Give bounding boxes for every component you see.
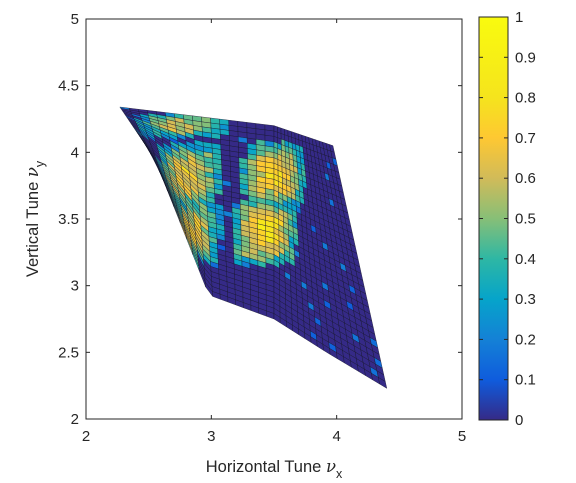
x-tick-label: 2 bbox=[82, 428, 90, 445]
y-tick-label: 2 bbox=[71, 411, 79, 428]
x-axis-label-text: Horizontal Tune bbox=[206, 458, 322, 476]
y-axis-label-text: Vertical Tune bbox=[24, 182, 42, 277]
x-tick-label: 5 bbox=[458, 428, 466, 445]
surface-cell bbox=[378, 376, 388, 389]
y-ticks: 2 2.5 3 3.5 4 4.5 5 bbox=[58, 11, 462, 428]
colorbar: 0 0.1 0.2 0.3 0.4 0.5 0.6 0.7 0.8 0.9 1 bbox=[478, 9, 536, 429]
x-axis-label-symbol: ν bbox=[326, 457, 336, 476]
colorbar-tick-label: 0.4 bbox=[515, 251, 536, 268]
y-axis-label-symbol: ν bbox=[23, 167, 42, 177]
colorbar-tick-label: 0.1 bbox=[515, 372, 536, 389]
colorbar-tick-label: 0 bbox=[515, 412, 523, 429]
x-axis-label: Horizontal Tune νx bbox=[206, 457, 343, 481]
colorbar-tick-label: 0.7 bbox=[515, 130, 536, 147]
y-tick-label: 5 bbox=[71, 11, 79, 28]
colorbar-tick-label: 0.6 bbox=[515, 170, 536, 187]
y-tick-label: 4.5 bbox=[58, 78, 79, 95]
colorbar-tick-label: 0.3 bbox=[515, 291, 536, 308]
y-tick-label: 2.5 bbox=[58, 344, 79, 361]
colorbar-tick-label: 0.2 bbox=[515, 331, 536, 348]
y-tick-label: 3.5 bbox=[58, 211, 79, 228]
colorbar-tick-label: 0.8 bbox=[515, 90, 536, 107]
y-tick-label: 3 bbox=[71, 278, 79, 295]
x-tick-label: 3 bbox=[207, 428, 215, 445]
colorbar-tick-label: 0.9 bbox=[515, 49, 536, 66]
y-axis-label-subscript: y bbox=[33, 160, 47, 167]
colorbar-gradient bbox=[479, 17, 508, 420]
x-tick-label: 4 bbox=[332, 428, 340, 445]
x-axis-label-subscript: x bbox=[336, 467, 343, 481]
tune-surface bbox=[119, 106, 388, 389]
plot-frame bbox=[85, 18, 463, 420]
colorbar-tick-label: 0.5 bbox=[515, 211, 536, 228]
colorbar-frame bbox=[478, 16, 509, 421]
colorbar-ticks: 0 0.1 0.2 0.3 0.4 0.5 0.6 0.7 0.8 0.9 1 bbox=[479, 9, 536, 429]
y-tick-label: 4 bbox=[71, 144, 79, 161]
colorbar-tick-label: 1 bbox=[515, 9, 523, 26]
plot-area: 2 3 4 5 2 2.5 3 3.5 4 4.5 5 bbox=[58, 11, 466, 445]
y-axis-label: Vertical Tune νy bbox=[23, 160, 47, 277]
